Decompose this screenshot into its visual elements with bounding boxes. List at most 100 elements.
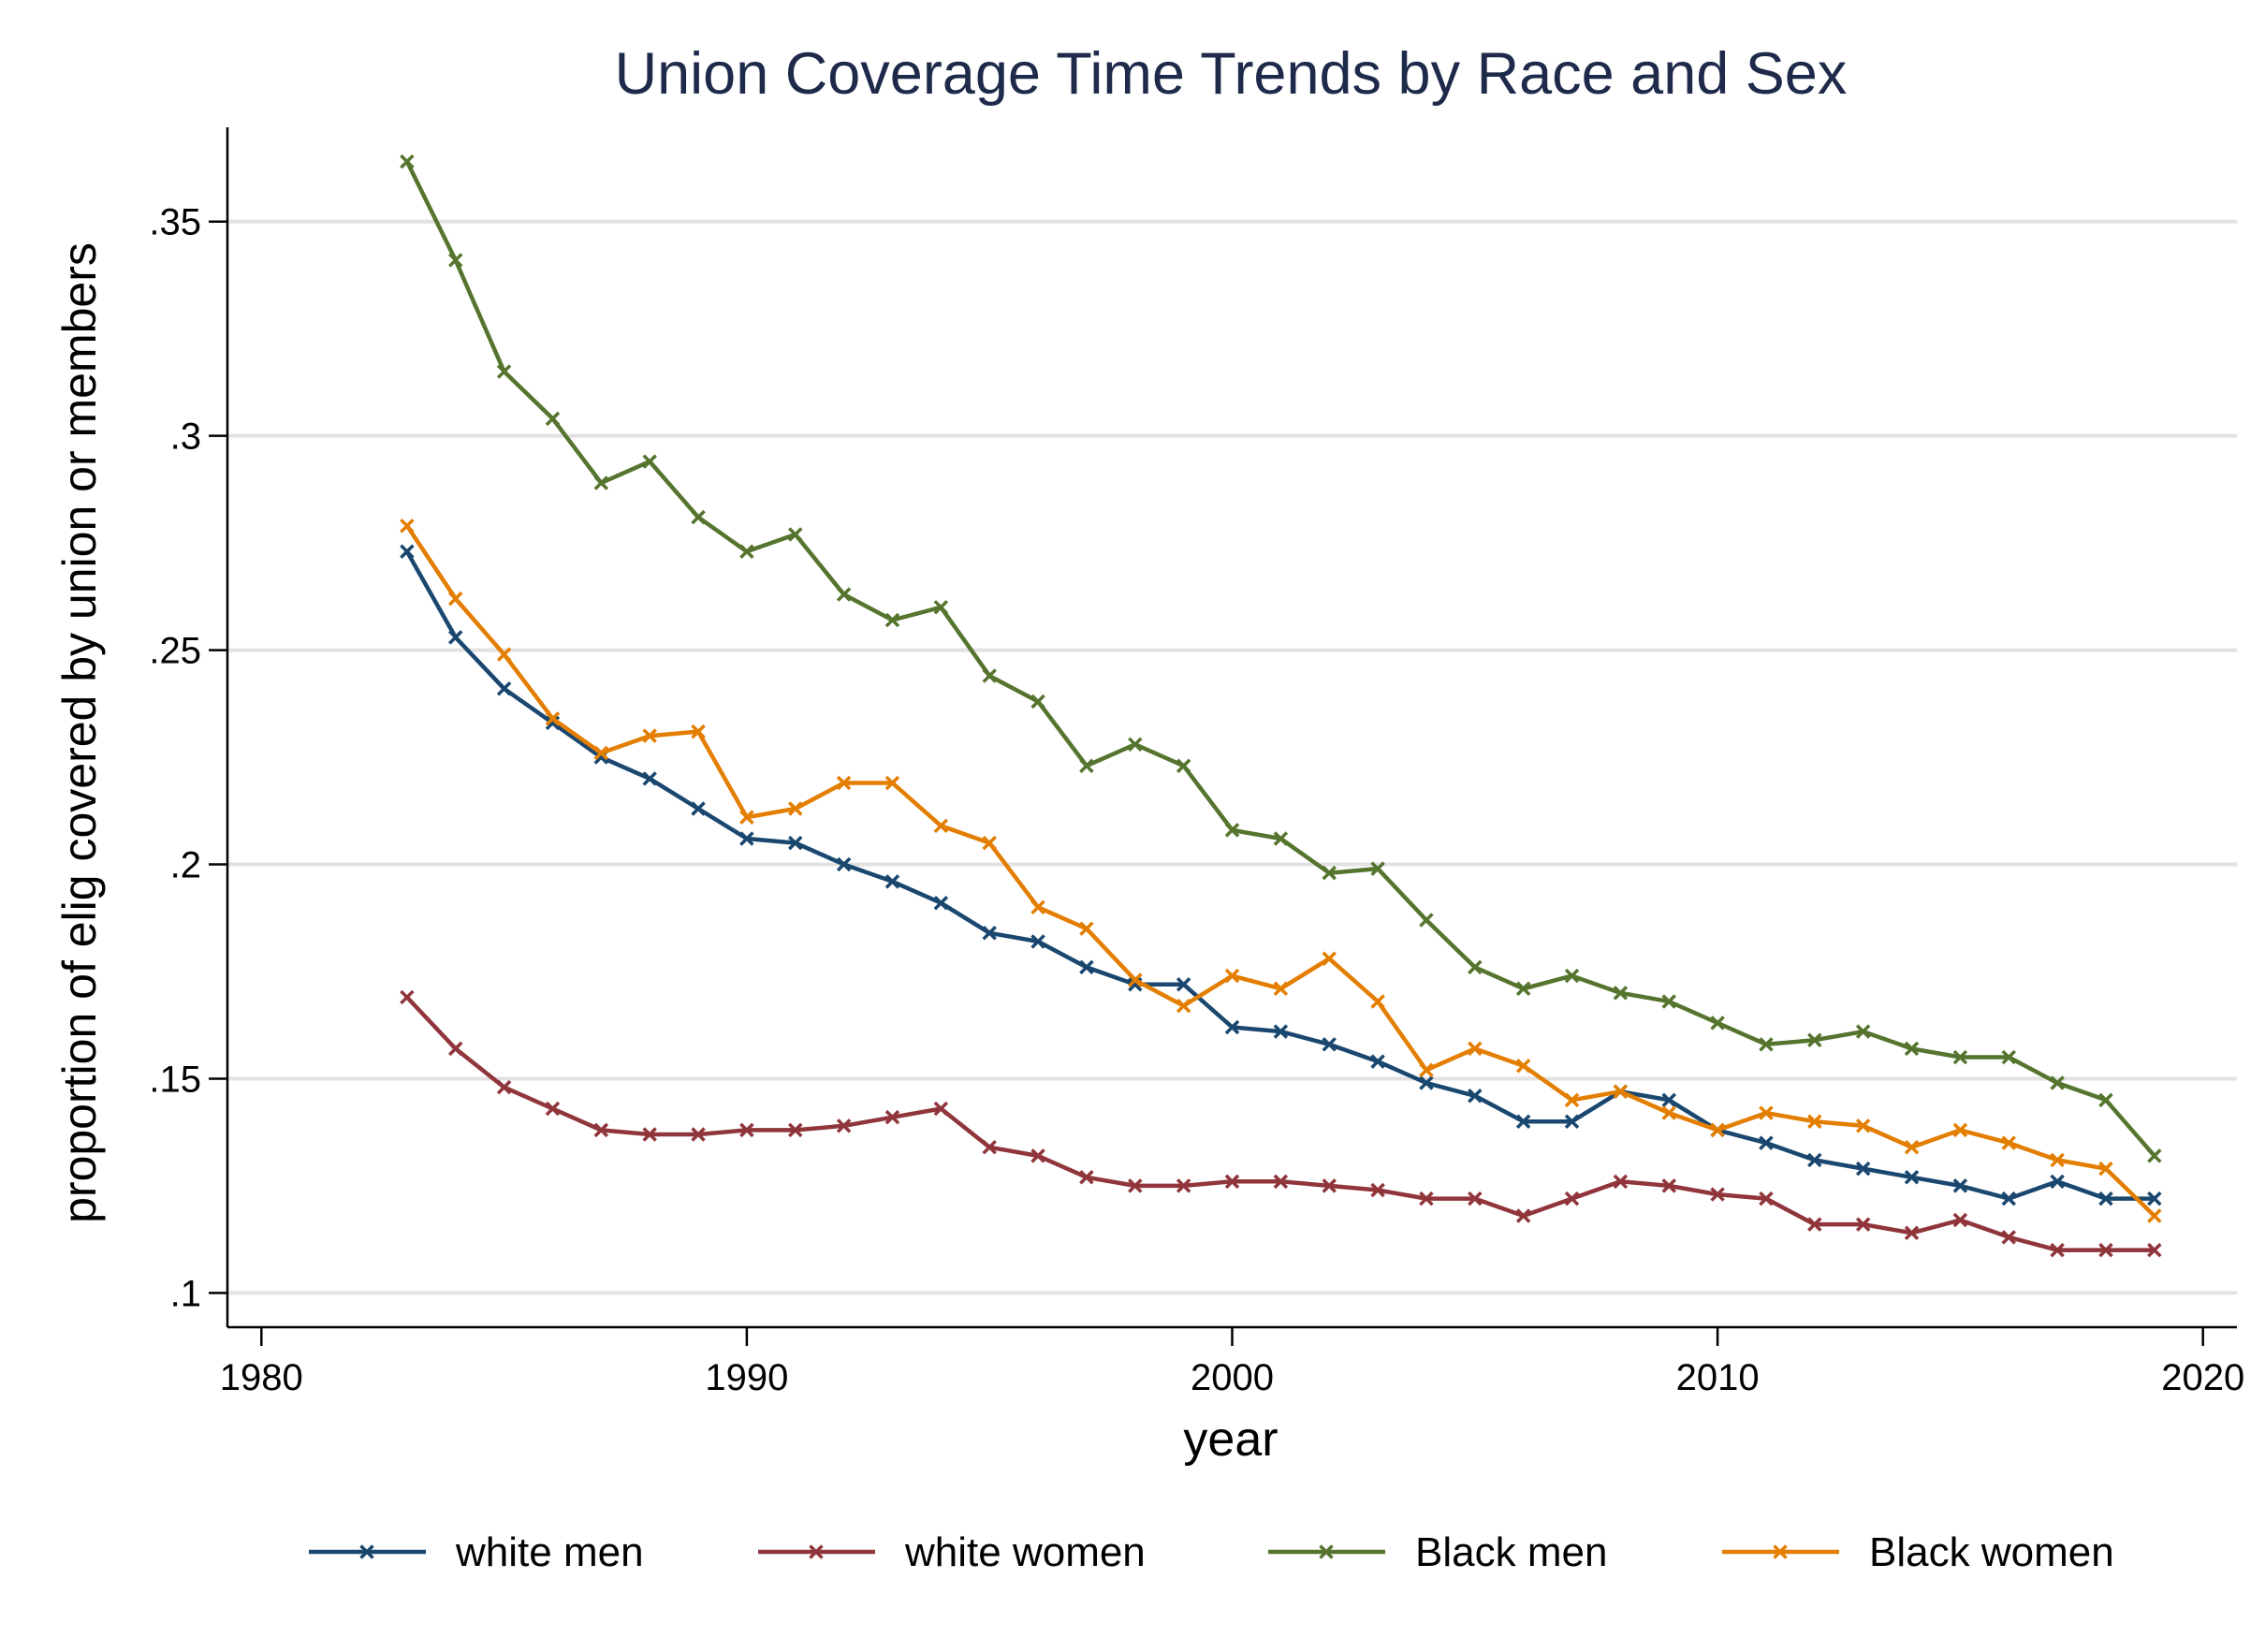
data-point-marker <box>1322 1178 1337 1193</box>
data-point-marker <box>1855 1217 1871 1232</box>
data-point-marker <box>739 1122 754 1138</box>
data-point-marker <box>1613 1174 1629 1190</box>
x-tick-label: 1990 <box>705 1357 788 1398</box>
data-point-marker <box>1759 1191 1774 1206</box>
data-point-marker <box>1855 1118 1871 1133</box>
data-point-marker <box>1807 1217 1822 1232</box>
data-point-marker <box>691 1127 706 1142</box>
data-point-marker <box>1807 1152 1822 1168</box>
data-point-marker <box>545 411 561 427</box>
data-point-marker <box>2098 1191 2113 1206</box>
data-point-marker <box>788 835 803 851</box>
data-point-marker <box>1176 1178 1191 1193</box>
data-point-marker <box>642 454 657 469</box>
y-tick-label: .2 <box>170 845 201 886</box>
data-point-marker <box>1079 959 1094 975</box>
y-tick-label: .35 <box>149 202 201 243</box>
y-tick-label: .1 <box>170 1273 201 1314</box>
data-point-marker <box>739 544 754 560</box>
data-point-marker <box>1370 994 1385 1009</box>
data-point-marker <box>2147 1191 2162 1206</box>
data-point-marker <box>1176 976 1191 992</box>
data-point-marker <box>884 775 900 791</box>
data-point-marker <box>448 591 463 607</box>
data-point-marker <box>1952 1178 1968 1193</box>
data-point-marker <box>1661 1178 1676 1193</box>
data-point-marker <box>1952 1212 1968 1228</box>
data-point-marker <box>982 1139 997 1155</box>
data-point-marker <box>545 1101 561 1117</box>
data-point-marker <box>1710 1187 1725 1202</box>
y-axis-title: proportion of elig covered by union or m… <box>53 242 106 1223</box>
data-point-marker <box>1419 1062 1434 1078</box>
data-point-marker <box>1661 1092 1676 1108</box>
legend-label: white men <box>455 1529 644 1575</box>
legend-label: Black men <box>1415 1529 1607 1575</box>
data-point-marker <box>1370 1054 1385 1069</box>
data-point-marker <box>1419 1075 1434 1090</box>
y-tick-label: .15 <box>149 1059 201 1100</box>
data-point-marker <box>1564 968 1580 984</box>
data-point-marker <box>691 509 706 525</box>
data-point-marker <box>1030 934 1045 949</box>
data-point-marker <box>1419 913 1434 928</box>
data-point-marker <box>1370 861 1385 876</box>
data-point-marker <box>1224 968 1240 984</box>
data-point-marker <box>496 681 512 696</box>
data-point-marker <box>400 544 415 560</box>
axes: .1 .15 .2 .25 .3 .35 1980 1990 2000 2010 2020 <box>149 127 2244 1398</box>
data-point-marker <box>1273 981 1289 997</box>
data-point-marker <box>836 587 852 602</box>
data-point-marker <box>1807 1114 1822 1129</box>
series-group <box>400 154 2162 1258</box>
data-point-marker <box>1273 831 1289 846</box>
data-point-marker <box>1855 1161 1871 1177</box>
data-point-marker <box>1515 981 1531 997</box>
data-point-marker <box>1759 1105 1774 1120</box>
data-point-marker <box>1904 1225 1920 1241</box>
data-point-marker <box>933 600 949 615</box>
data-point-marker <box>1128 972 1143 987</box>
data-point-marker <box>1370 1182 1385 1198</box>
data-point-marker <box>1564 1191 1580 1206</box>
data-point-marker <box>448 1041 463 1057</box>
data-point-marker <box>2050 1152 2065 1168</box>
data-point-marker <box>1322 865 1337 881</box>
gridlines <box>227 219 2237 1295</box>
data-point-marker <box>1030 694 1045 709</box>
data-point-marker <box>884 612 900 628</box>
data-point-marker <box>1515 1208 1531 1223</box>
data-point-marker <box>836 1118 852 1133</box>
data-point-marker <box>2001 1191 2016 1206</box>
data-point-marker <box>1273 1174 1289 1190</box>
data-point-marker <box>400 519 415 534</box>
data-point-marker <box>788 801 803 816</box>
data-point-marker <box>2050 1174 2065 1190</box>
x-tick-label: 2010 <box>1676 1357 1760 1398</box>
data-point-marker <box>1176 758 1191 773</box>
data-point-marker <box>1807 1032 1822 1047</box>
data-point-marker <box>1030 899 1045 915</box>
data-point-marker <box>448 253 463 268</box>
data-point-marker <box>982 926 997 941</box>
data-point-marker <box>739 831 754 846</box>
data-point-marker <box>836 775 852 791</box>
data-point-marker <box>2098 1242 2113 1258</box>
data-point-marker <box>1079 1170 1094 1185</box>
data-point-marker <box>836 856 852 872</box>
data-point-marker <box>1224 1019 1240 1035</box>
data-point-marker <box>1468 1191 1483 1206</box>
data-point-marker <box>1224 823 1240 838</box>
data-point-marker <box>2147 1242 2162 1258</box>
data-point-marker <box>593 1122 609 1138</box>
data-point-marker <box>933 1101 949 1117</box>
data-point-marker <box>1613 986 1629 1001</box>
data-point-marker <box>1904 1139 1920 1155</box>
data-point-marker <box>1322 1037 1337 1052</box>
data-point-marker <box>691 801 706 816</box>
data-point-marker <box>1564 1092 1580 1108</box>
data-point-marker <box>1176 998 1191 1014</box>
legend-marker <box>809 1544 824 1559</box>
data-point-marker <box>1952 1122 1968 1138</box>
